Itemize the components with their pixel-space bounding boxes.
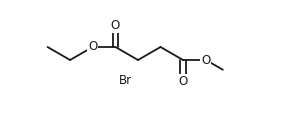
Text: O: O (178, 75, 188, 88)
Text: O: O (111, 19, 120, 32)
Text: O: O (201, 53, 211, 66)
Text: O: O (88, 40, 97, 53)
Text: Br: Br (119, 74, 132, 87)
